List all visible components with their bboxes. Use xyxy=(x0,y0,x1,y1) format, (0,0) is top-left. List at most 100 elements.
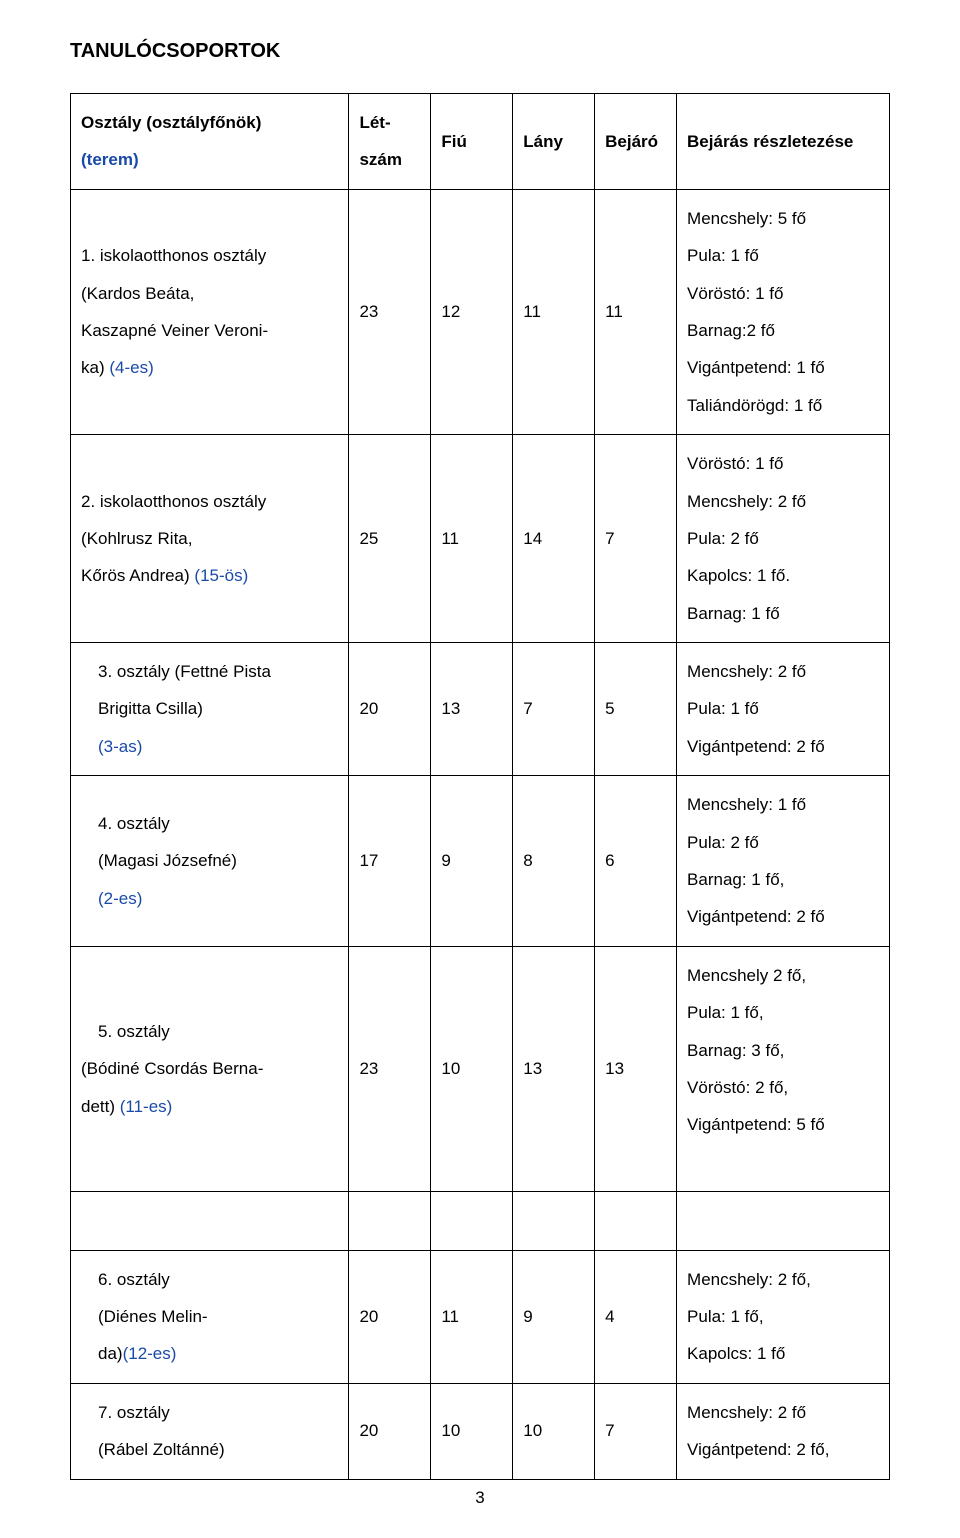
detail-line xyxy=(687,1153,692,1172)
class-line: 3. osztály (Fettné Pista xyxy=(81,662,271,681)
detail-line: Pula: 1 fő xyxy=(687,699,759,718)
detail-line: Pula: 2 fő xyxy=(687,529,759,548)
bej-cell: 6 xyxy=(595,776,677,947)
lany-cell: 9 xyxy=(513,1250,595,1383)
detail-line: Mencshely: 2 fő xyxy=(687,492,806,511)
detail-line: Mencshely: 2 fő, xyxy=(687,1270,811,1289)
detail-line: Vigántpetend: 5 fő xyxy=(687,1115,825,1134)
lany-cell: 14 xyxy=(513,435,595,643)
detail-line: Vigántpetend: 1 fő xyxy=(687,358,825,377)
details-cell: Mencshely: 1 főPula: 2 főBarnag: 1 fő,Vi… xyxy=(677,776,890,947)
class-cell: 2. iskolaotthonos osztály (Kohlrusz Rita,… xyxy=(71,435,349,643)
header-letszam-line2: szám xyxy=(359,150,402,169)
fiu-cell: 11 xyxy=(431,435,513,643)
class-line: 1. iskolaotthonos osztály xyxy=(81,246,266,265)
class-line: 6. osztály xyxy=(81,1270,170,1289)
class-line: 4. osztály xyxy=(81,814,170,833)
room-label: (15-ös) xyxy=(194,566,248,585)
class-line: ka) (4-es) xyxy=(81,358,154,377)
spacer-row xyxy=(71,1192,890,1250)
header-bejaro: Bejáró xyxy=(595,94,677,190)
fiu-cell: 11 xyxy=(431,1250,513,1383)
detail-line: Mencshely: 2 fő xyxy=(687,662,806,681)
detail-line: Pula: 1 fő xyxy=(687,246,759,265)
table-row: 4. osztály (Magasi Józsefné) (2-es)17986… xyxy=(71,776,890,947)
detail-line: Vigántpetend: 2 fő xyxy=(687,737,825,756)
detail-line: Vöröstó: 2 fő, xyxy=(687,1078,788,1097)
room-label: (2-es) xyxy=(98,889,142,908)
class-line: 7. osztály xyxy=(81,1403,170,1422)
page-title: TANULÓCSOPORTOK xyxy=(70,40,890,63)
header-row: Osztály (osztályfőnök) (terem) Lét- szám… xyxy=(71,94,890,190)
header-fiu: Fiú xyxy=(431,94,513,190)
room-label: (12-es) xyxy=(123,1344,177,1363)
class-cell: 6. osztály (Diénes Melin- da)(12-es) xyxy=(71,1250,349,1383)
class-line: (Rábel Zoltánné) xyxy=(81,1440,225,1459)
fiu-cell: 12 xyxy=(431,189,513,434)
details-cell: Mencshely: 5 fő Pula: 1 fő Vöröstó: 1 fő Ba… xyxy=(677,189,890,434)
header-details: Bejárás részletezése xyxy=(677,94,890,190)
bej-cell: 5 xyxy=(595,643,677,776)
class-line: dett) (11-es) xyxy=(81,1097,172,1116)
detail-line: Mencshely: 2 fő xyxy=(687,1403,806,1422)
table-row: 2. iskolaotthonos osztály (Kohlrusz Rita,… xyxy=(71,435,890,643)
detail-line: Vigántpetend: 2 fő, xyxy=(687,1440,829,1459)
header-letszam-line1: Lét- xyxy=(359,113,390,132)
class-line: da)(12-es) xyxy=(81,1344,176,1363)
bej-cell: 7 xyxy=(595,435,677,643)
table-row: 1. iskolaotthonos osztály(Kardos Beáta,K… xyxy=(71,189,890,434)
detail-line: Barnag:2 fő xyxy=(687,321,775,340)
let-cell: 20 xyxy=(349,1250,431,1383)
room-label: (3-as) xyxy=(98,737,142,756)
page-number: 3 xyxy=(70,1488,890,1508)
lany-cell: 13 xyxy=(513,946,595,1191)
header-lany: Lány xyxy=(513,94,595,190)
class-cell: 3. osztály (Fettné Pista Brigitta Csilla… xyxy=(71,643,349,776)
detail-line: Vöröstó: 1 fő xyxy=(687,284,783,303)
let-cell: 17 xyxy=(349,776,431,947)
let-cell: 20 xyxy=(349,643,431,776)
class-line: Kaszapné Veiner Veroni- xyxy=(81,321,268,340)
detail-line: Taliándörögd: 1 fő xyxy=(687,396,822,415)
let-cell: 23 xyxy=(349,946,431,1191)
class-line: (2-es) xyxy=(81,889,142,908)
details-cell: Mencshely: 2 fő Pula: 1 fő Vigántpetend: … xyxy=(677,643,890,776)
details-cell: Mencshely: 2 fő, Pula: 1 fő, Kapolcs: 1 fő xyxy=(677,1250,890,1383)
class-line: (Kohlrusz Rita, xyxy=(81,529,192,548)
let-cell: 23 xyxy=(349,189,431,434)
class-line: 5. osztály xyxy=(81,1022,170,1041)
class-cell: 1. iskolaotthonos osztály(Kardos Beáta,K… xyxy=(71,189,349,434)
detail-line: Mencshely 2 fő, xyxy=(687,966,806,985)
detail-line: Vigántpetend: 2 fő xyxy=(687,907,825,926)
groups-table: Osztály (osztályfőnök) (terem) Lét- szám… xyxy=(70,93,890,1480)
detail-line: Kapolcs: 1 fő xyxy=(687,1344,785,1363)
detail-line: Mencshely: 5 fő xyxy=(687,209,806,228)
fiu-cell: 10 xyxy=(431,946,513,1191)
details-cell: Vöröstó: 1 fő Mencshely: 2 fő Pula: 2 fő K… xyxy=(677,435,890,643)
lany-cell: 11 xyxy=(513,189,595,434)
detail-line: Barnag: 3 fő, xyxy=(687,1041,784,1060)
lany-cell: 7 xyxy=(513,643,595,776)
detail-line: Vöröstó: 1 fő xyxy=(687,454,783,473)
detail-line: Pula: 1 fő, xyxy=(687,1307,764,1326)
header-class-line1: Osztály (osztályfőnök) xyxy=(81,113,261,132)
class-line: 2. iskolaotthonos osztály xyxy=(81,492,266,511)
table-row: 3. osztály (Fettné Pista Brigitta Csilla… xyxy=(71,643,890,776)
class-line: (3-as) xyxy=(81,737,142,756)
detail-line: Pula: 1 fő, xyxy=(687,1003,764,1022)
table-row: 5. osztály(Bódiné Csordás Berna-dett) (1… xyxy=(71,946,890,1191)
fiu-cell: 9 xyxy=(431,776,513,947)
details-cell: Mencshely 2 fő, Pula: 1 fő, Barnag: 3 fő, V… xyxy=(677,946,890,1191)
class-line: Brigitta Csilla) xyxy=(81,699,203,718)
fiu-cell: 13 xyxy=(431,643,513,776)
room-label: (4-es) xyxy=(109,358,153,377)
class-line: Kőrös Andrea) (15-ös) xyxy=(81,566,248,585)
bej-cell: 11 xyxy=(595,189,677,434)
class-line: (Magasi Józsefné) xyxy=(81,851,237,870)
detail-line: Pula: 2 fő xyxy=(687,833,759,852)
detail-line: Kapolcs: 1 fő. xyxy=(687,566,790,585)
room-label: (11-es) xyxy=(120,1097,173,1116)
let-cell: 25 xyxy=(349,435,431,643)
detail-line: Mencshely: 1 fő xyxy=(687,795,806,814)
class-cell: 4. osztály (Magasi Józsefné) (2-es) xyxy=(71,776,349,947)
